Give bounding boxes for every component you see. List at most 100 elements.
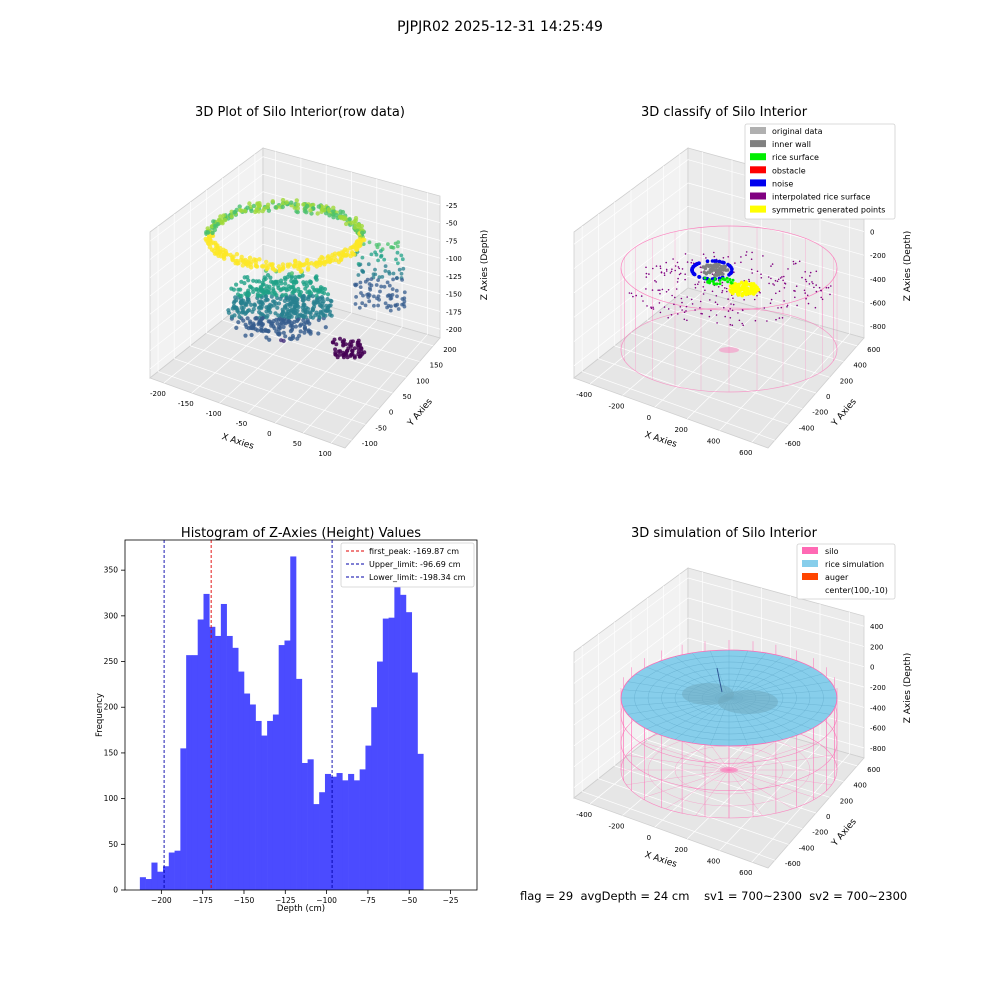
classify-interpolated-point [694, 283, 696, 286]
raw-point [254, 279, 259, 284]
raw-point [295, 202, 301, 207]
simulation-legend-label: center(100,-10) [825, 586, 888, 595]
raw-point [377, 275, 382, 280]
classify-xtick-label: 600 [739, 449, 752, 457]
histogram-bar [145, 879, 152, 890]
classify-innerwall-point [703, 265, 707, 269]
raw-point [219, 219, 225, 225]
raw-point [338, 336, 342, 341]
histogram-legend-frame [340, 542, 475, 588]
classify-innerwall-point [721, 272, 725, 276]
histogram-ytick-label: 300 [104, 611, 119, 620]
classify-interpolated-point [684, 273, 686, 276]
classify-legend-label: symmetric generated points [772, 206, 885, 215]
raw-point [333, 347, 338, 352]
raw-gridline-z [262, 243, 441, 294]
raw-point [237, 204, 242, 209]
raw-point [385, 280, 390, 285]
simulation-ztick-label: -600 [870, 725, 886, 733]
classify-pane-floor [573, 287, 865, 449]
raw-point [310, 294, 315, 299]
raw-point [245, 260, 251, 265]
simulation-legend-swatch [802, 573, 818, 580]
raw-point [374, 283, 379, 287]
classify-interpolated-point [665, 270, 668, 272]
classify-interpolated-point [827, 286, 830, 289]
classify-interpolated-point [801, 276, 803, 279]
raw-gridline-z [262, 191, 441, 241]
raw-point [373, 267, 377, 272]
raw-point [269, 321, 274, 326]
raw-point [252, 303, 257, 308]
histogram-bar [307, 759, 314, 890]
raw-point [399, 271, 404, 276]
classify-legend-swatch [750, 166, 766, 174]
raw-point [353, 283, 358, 288]
raw-point [322, 262, 327, 267]
raw-point [369, 277, 374, 281]
raw-point [325, 308, 330, 313]
classify-interpolated-point [665, 261, 667, 264]
classify-interpolated-point [756, 270, 759, 273]
histogram-bar [267, 720, 274, 890]
histogram-bar [324, 773, 332, 890]
raw-gridline-z [262, 208, 441, 259]
raw-gridline-z [149, 156, 264, 242]
classify-interpolated-point [645, 288, 647, 290]
classify-interpolated-point [727, 310, 730, 312]
classify-interpolated-point [778, 290, 781, 293]
raw-point [320, 204, 325, 210]
raw-point [382, 284, 387, 289]
histogram-bar [417, 753, 424, 890]
raw-point [295, 336, 300, 341]
raw-point [280, 204, 285, 210]
raw-point [264, 259, 269, 265]
raw-point [257, 257, 262, 262]
classify-symmetric-point [736, 292, 740, 296]
classify-interpolated-point [820, 296, 822, 299]
raw-ztick-label: -175 [446, 308, 462, 316]
simulation-legend-swatch [802, 560, 818, 567]
raw-point [379, 253, 384, 258]
raw-point [319, 290, 325, 295]
raw-point [212, 223, 218, 228]
raw-point [372, 303, 376, 308]
raw-point [245, 205, 250, 210]
classify-interpolated-point [635, 294, 637, 297]
raw-gridline-z [262, 173, 441, 223]
raw-point [218, 249, 223, 255]
raw-point [290, 300, 295, 305]
raw-point [241, 259, 246, 264]
raw-point [333, 352, 338, 357]
raw-gridline-z [149, 226, 264, 315]
raw-point [295, 318, 300, 324]
classify-interpolated-point [734, 262, 736, 264]
raw-point [318, 285, 323, 290]
raw-point [376, 258, 380, 263]
classify-interpolated-point [748, 280, 751, 283]
raw-point [314, 310, 319, 315]
classify-interpolated-point [803, 289, 806, 292]
raw-point [376, 278, 380, 282]
raw-point [262, 275, 267, 280]
classify-interpolated-point [759, 292, 761, 294]
histogram-xlabel: Depth (cm) [277, 904, 325, 914]
classify-interpolated-point [767, 276, 770, 278]
raw-point [400, 302, 404, 307]
raw-point [316, 204, 321, 209]
classify-interpolated-point [762, 255, 764, 257]
classify-interpolated-point [671, 294, 673, 297]
raw-plot-title: 3D Plot of Silo Interior(row data) [195, 105, 405, 120]
raw-point [289, 200, 294, 205]
simulation-xtick-label: -200 [609, 823, 625, 831]
raw-point [239, 300, 244, 305]
raw-point [387, 283, 392, 288]
raw-point [289, 271, 294, 276]
simulation-ztick-label: -800 [870, 745, 886, 753]
raw-point [356, 262, 361, 266]
raw-point [352, 354, 357, 359]
raw-point [204, 238, 209, 243]
raw-point [254, 316, 259, 321]
raw-point [316, 331, 321, 336]
histogram-legend-label: Lower_limit: -198.34 cm [369, 573, 466, 582]
